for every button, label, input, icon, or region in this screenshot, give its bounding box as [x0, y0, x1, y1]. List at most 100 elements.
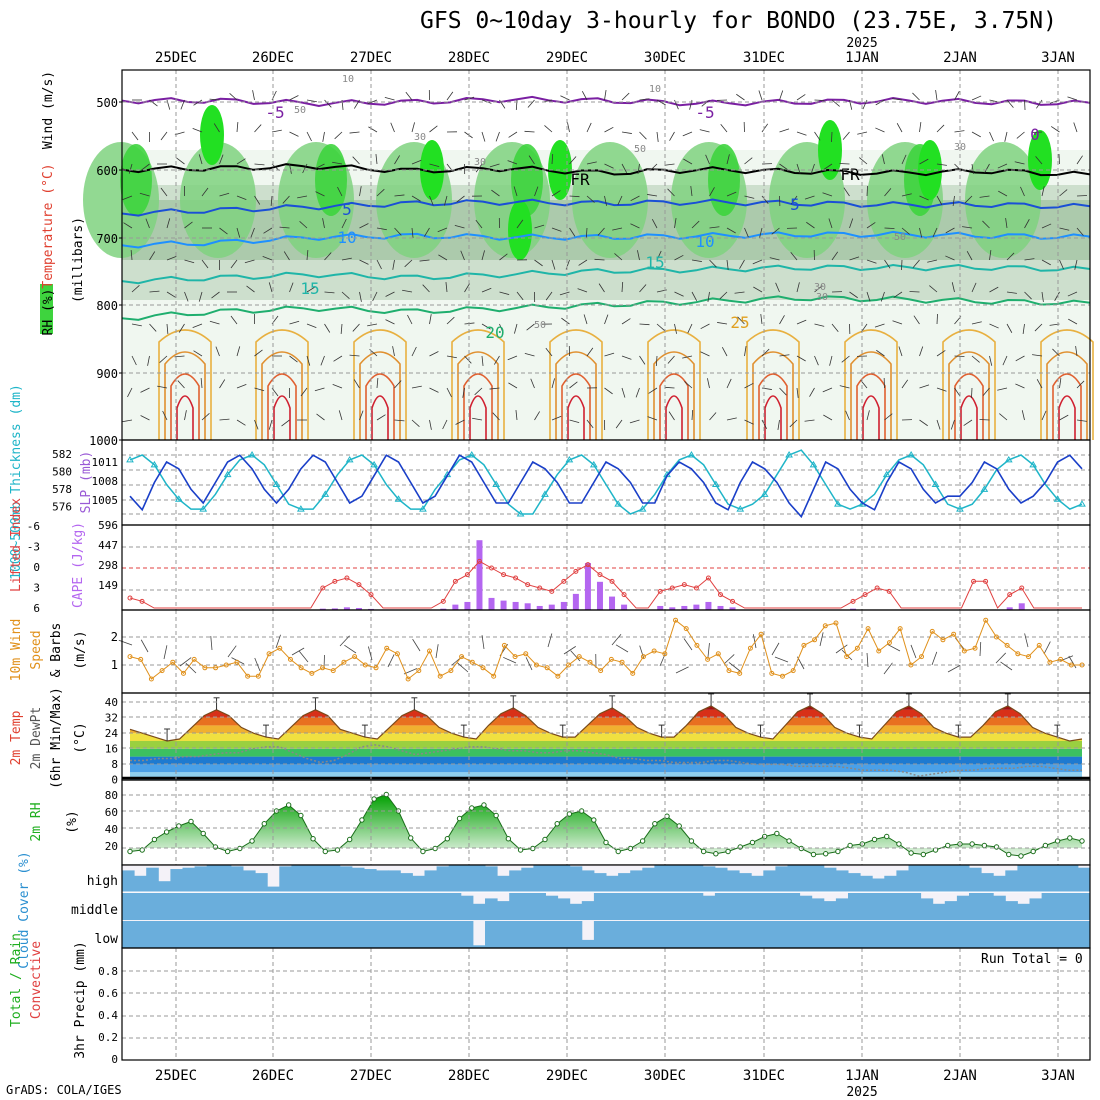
- rh-point: [981, 842, 988, 849]
- wind-speed-line: [129, 619, 1082, 680]
- wind-barb-10m: [344, 644, 357, 654]
- temp-contour-warm: [561, 373, 591, 440]
- wind-barb: [578, 259, 588, 266]
- wind-speed-point: [929, 628, 935, 634]
- cloud-bar-low: [835, 921, 849, 948]
- wind-barb: [198, 154, 203, 165]
- wind-axis-label: & Barbs: [49, 623, 64, 678]
- temp-contour-warm: [954, 373, 984, 440]
- wind-speed-point: [180, 670, 186, 676]
- cloud-bar-high: [944, 865, 958, 892]
- cloud-bar-middle: [1077, 893, 1091, 920]
- wind-barb: [530, 378, 535, 389]
- wind-barb: [1076, 195, 1088, 197]
- wind-barb: [359, 410, 364, 421]
- lifted-index-tick-label: 6: [33, 602, 40, 615]
- wind-barb: [289, 282, 294, 293]
- wind-speed-point: [309, 670, 315, 676]
- wind-barb-10m: [728, 662, 741, 672]
- wind-barb: [831, 99, 840, 107]
- wind-barb: [445, 282, 448, 293]
- wind-speed-point: [876, 648, 882, 654]
- cloud-bar-middle: [472, 903, 486, 920]
- cloud-bar-middle: [170, 893, 183, 920]
- wind-barb: [779, 315, 785, 325]
- wind-barb: [262, 256, 273, 261]
- temp-color-band: [130, 709, 1082, 718]
- cloud-bar-low: [376, 921, 389, 948]
- wind-barb: [192, 128, 203, 133]
- wind-barb: [831, 131, 833, 143]
- cloud-bar-low: [267, 921, 280, 948]
- cloud-bar-low: [134, 921, 147, 948]
- cloud-bar-high: [339, 866, 353, 892]
- precip-frame: [121, 947, 1091, 1061]
- wind-barb: [1036, 379, 1043, 389]
- cape-bar: [621, 604, 628, 610]
- temp-contour-warm: [469, 395, 487, 440]
- wind-barb: [219, 379, 226, 389]
- wind-barb: [843, 187, 850, 197]
- date-label-bottom: 31DEC: [743, 1068, 785, 1084]
- wind-barb: [254, 419, 259, 430]
- wind-barb: [489, 163, 500, 168]
- cloud-bar-low: [1029, 921, 1043, 948]
- cloud-bar-low: [170, 921, 183, 948]
- wind-barb: [145, 218, 150, 229]
- temp-contour-warm: [1040, 329, 1094, 440]
- wind-barb: [324, 252, 332, 261]
- temp-contour-warm: [463, 373, 493, 440]
- cloud-bar-high: [920, 865, 934, 892]
- cloud-bar-middle: [509, 893, 522, 920]
- cape-tick-label: 596: [98, 519, 118, 532]
- cloud-bar-middle: [485, 898, 498, 920]
- wind-barb: [982, 387, 990, 396]
- wind-barb: [630, 223, 640, 229]
- cloud-bar-high: [1017, 865, 1030, 892]
- wind-barb: [551, 415, 562, 421]
- temp-color-band: [130, 733, 1082, 741]
- cloud-bar-high: [751, 875, 764, 892]
- wind-barb: [935, 90, 938, 101]
- cloud-bar-low: [969, 921, 982, 948]
- wind-barb-10m: [723, 654, 735, 665]
- cloud-bar-low: [146, 921, 159, 948]
- wind-barb: [567, 122, 570, 133]
- wind-speed-point: [940, 637, 946, 643]
- cloud-bar-high: [642, 867, 655, 892]
- rh-contour-label: 30: [474, 157, 486, 168]
- date-label-bottom: 2JAN: [943, 1068, 977, 1084]
- rh-point: [456, 815, 463, 822]
- wind-barb: [744, 346, 747, 357]
- wind-barb: [744, 157, 753, 165]
- rh-point: [822, 851, 829, 857]
- wind-barb: [971, 282, 977, 293]
- wind-barb: [779, 387, 787, 396]
- wind-barb: [804, 195, 815, 200]
- wind-barb: [324, 323, 331, 333]
- cloud-bar-high: [606, 875, 619, 892]
- rh-axis-label: RH (%): [41, 289, 56, 336]
- wind-barb: [201, 259, 209, 269]
- wind-barb: [1076, 419, 1087, 422]
- wind-barb-10m: [887, 644, 901, 652]
- cloud-bar-high: [1053, 865, 1067, 892]
- wind-speed-point: [673, 617, 679, 623]
- wind-barb: [1015, 383, 1025, 389]
- wind-barb: [131, 355, 137, 366]
- wind-barb: [516, 291, 524, 301]
- cloud-bar-high: [896, 870, 909, 892]
- wind-barb: [997, 163, 1008, 169]
- temp-contour-warm: [365, 373, 395, 440]
- wind-barb: [516, 219, 524, 229]
- wind-barb: [637, 250, 640, 261]
- wind-barb: [758, 90, 763, 101]
- wind-barb: [534, 259, 543, 267]
- contour-label: 15: [645, 253, 664, 272]
- wind-barb: [551, 227, 562, 232]
- wind-barb: [492, 412, 500, 421]
- cloud-bar-middle: [279, 893, 292, 920]
- lifted-index-point: [983, 578, 989, 584]
- wind-barb: [507, 355, 518, 361]
- rh-point: [896, 841, 902, 847]
